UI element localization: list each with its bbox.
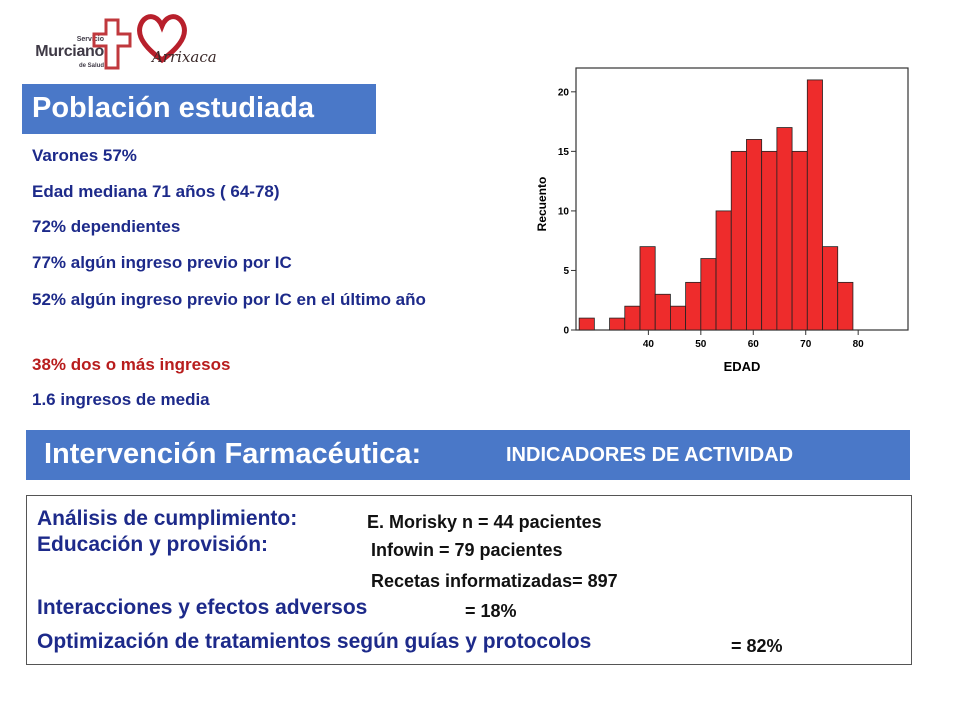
histogram-bar [578, 317, 595, 331]
x-axis-label: EDAD [724, 359, 761, 374]
y-tick-label: 20 [558, 87, 570, 98]
histogram-bar [822, 246, 839, 331]
histogram-bar [730, 150, 747, 331]
indicator-interacciones-value: = 18% [465, 601, 517, 621]
section-title-box: Población estudiada [22, 84, 376, 134]
indicator-recetas-value: Recetas informatizadas= 897 [371, 571, 618, 591]
indicator-optimizacion-label: Optimización de tratamientos según guías… [37, 630, 592, 653]
activity-indicators-box: Análisis de cumplimiento: E. Morisky n =… [26, 495, 912, 665]
histogram-bar [715, 210, 732, 331]
arrixaca-logo: Arrixaca [132, 8, 228, 72]
x-tick-label: 70 [800, 339, 812, 350]
logo-text-de-salud: de Salud [78, 63, 104, 69]
histogram-bar [685, 281, 702, 331]
heart-icon [137, 14, 187, 64]
x-tick-label: 50 [695, 339, 707, 350]
servicio-murciano-logo: Servicio Murciano de Salud [8, 12, 134, 72]
y-tick-label: 0 [563, 326, 569, 337]
indicator-infowin-value: Infowin = 79 pacientes [371, 540, 563, 560]
histogram-bar [746, 139, 763, 331]
indicator-cumplimiento-value: E. Morisky n = 44 pacientes [367, 512, 602, 532]
histogram-bar [670, 305, 687, 331]
stat-dos-o-mas: 38% dos o más ingresos [32, 355, 231, 374]
stat-edad-mediana: Edad mediana 71 años ( 64-78) [32, 182, 280, 201]
banner-title: Intervención Farmacéutica: [44, 438, 422, 470]
stat-media-ingresos: 1.6 ingresos de media [32, 390, 210, 409]
indicator-educacion-label: Educación y provisión: [37, 533, 269, 556]
histogram-bar [837, 281, 854, 331]
y-axis-label: Recuento [535, 177, 549, 232]
y-tick-label: 5 [563, 266, 569, 277]
section-title: Población estudiada [32, 92, 314, 124]
cross-icon [92, 18, 132, 70]
y-tick-label: 10 [558, 206, 570, 217]
x-tick-label: 40 [643, 339, 655, 350]
histogram-bar [624, 305, 641, 331]
histogram-bar [639, 246, 656, 331]
histogram-bar [609, 317, 626, 331]
logo-text-murciano: Murciano [35, 43, 104, 60]
stat-ingreso-ultimo-ano: 52% algún ingreso previo por IC en el úl… [32, 290, 426, 309]
stat-varones: Varones 57% [32, 146, 137, 165]
indicator-cumplimiento-label: Análisis de cumplimiento: [37, 507, 298, 530]
age-histogram: 40 50 60 70 80 0 5 10 15 20 EDAD Recuento [535, 67, 909, 374]
intervention-banner: Intervención Farmacéutica: INDICADORES D… [26, 430, 910, 480]
histogram-bar [791, 150, 808, 331]
y-tick-label: 15 [558, 147, 570, 158]
histogram-bar [806, 79, 823, 331]
histogram-bar [761, 150, 778, 331]
indicator-interacciones-label: Interacciones y efectos adversos [37, 596, 368, 619]
indicator-optimizacion-value: = 82% [731, 636, 783, 656]
stat-dependientes: 72% dependientes [32, 217, 181, 236]
logo-text-servicio: Servicio [76, 36, 104, 43]
histogram-bar [700, 258, 717, 331]
x-tick-label: 60 [748, 339, 760, 350]
banner-subtitle: INDICADORES DE ACTIVIDAD [506, 444, 794, 466]
logo-text-arrixaca: Arrixaca [152, 48, 217, 66]
x-tick-label: 80 [853, 339, 865, 350]
stat-ingreso-previo: 77% algún ingreso previo por IC [32, 253, 292, 272]
histogram-bar [654, 293, 671, 331]
histogram-bar [776, 127, 793, 331]
